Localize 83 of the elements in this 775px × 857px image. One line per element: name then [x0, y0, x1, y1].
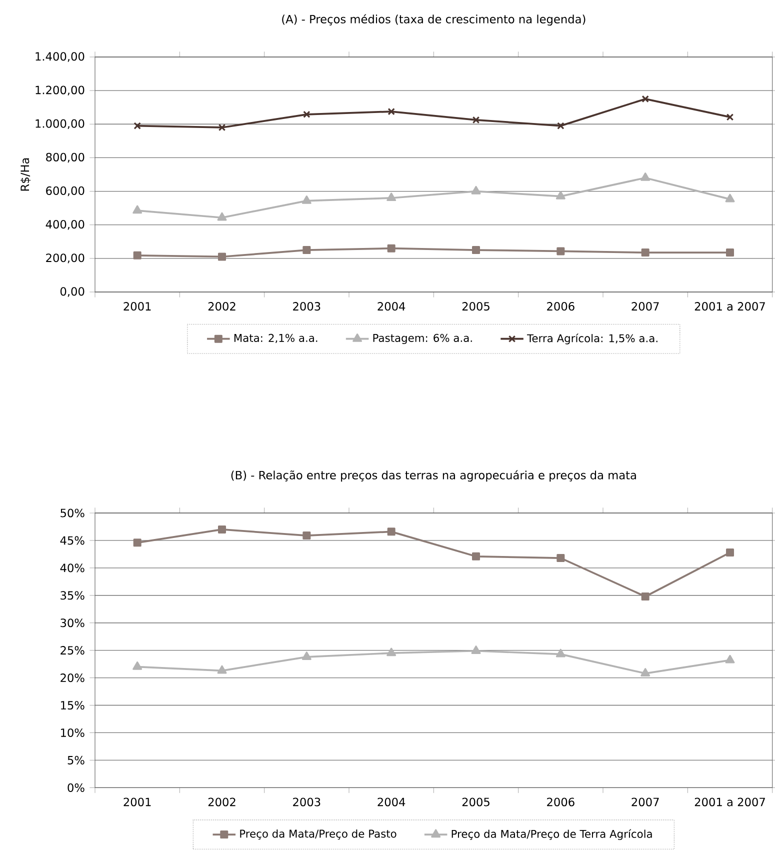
x-tick-label: 2002 [208, 302, 236, 311]
x-tick-label: 2007 [632, 798, 659, 806]
y-tick-label: 40% [60, 564, 84, 572]
y-tick-label: 0% [68, 783, 84, 792]
y-tick-label: 1.200,00 [36, 86, 84, 96]
x-tick-label: 2002 [208, 798, 236, 806]
point [726, 248, 734, 257]
point [217, 212, 227, 221]
point [302, 246, 311, 254]
y-tick-label: 15% [61, 700, 84, 710]
legend-label: Terra Agrícola: 1,5% a.a. [526, 334, 658, 344]
point [302, 532, 311, 540]
chart-title: (A) - Preços médios (taxa de crescimento na legenda) [282, 14, 586, 26]
point [386, 648, 396, 656]
point [641, 248, 650, 257]
y-tick-label: 5% [68, 756, 84, 764]
point [640, 668, 650, 676]
point [386, 192, 396, 202]
point [556, 190, 566, 200]
chart-title: (B) - Relação entre preços das terras na agropecuária e preços da mata [231, 470, 636, 482]
y-tick-label: 45% [60, 536, 84, 545]
y-tick-label: 35% [60, 591, 84, 600]
y-tick-label: 800,00 [46, 152, 84, 163]
point [388, 108, 395, 116]
y-axis-title: R$/Ha [20, 158, 31, 191]
x-tick-label: 2003 [293, 302, 320, 311]
point [302, 652, 312, 660]
point [132, 205, 142, 214]
y-tick-label: 400,00 [46, 220, 84, 230]
y-tick-label: 0,00 [60, 287, 84, 297]
x-tick-label: 2004 [378, 302, 406, 311]
point [303, 110, 310, 118]
x-tick-label: 2006 [547, 798, 574, 806]
legend-label: Mata: 2,1% a.a. [234, 334, 318, 344]
point [726, 548, 734, 557]
point [472, 116, 480, 124]
point [302, 196, 312, 204]
point [218, 525, 226, 534]
legend-label: Preço da Mata/Preço de Pasto [240, 829, 396, 840]
x-tick-label: 2001 [124, 798, 151, 806]
point [471, 646, 481, 654]
x-tick-label: 2003 [293, 798, 320, 806]
x-tick-label: 2001 [124, 302, 151, 311]
y-tick-label: 1.000,00 [36, 119, 84, 129]
y-tick-label: 1.400,00 [36, 52, 84, 62]
point [556, 554, 565, 562]
y-tick-label: 10% [61, 728, 84, 738]
point [642, 95, 649, 103]
point [556, 247, 565, 256]
point [725, 654, 735, 664]
point [133, 538, 142, 547]
legend-label: Preço da Mata/Preço de Terra Agrícola [452, 829, 652, 840]
y-tick-label: 20% [60, 674, 84, 682]
point [134, 122, 141, 130]
point [640, 172, 650, 181]
y-tick-label: 200,00 [46, 254, 84, 264]
point [556, 648, 566, 658]
point [472, 246, 480, 254]
point [557, 122, 564, 130]
point [133, 251, 142, 260]
x-tick-label: 2007 [632, 302, 659, 311]
point [726, 113, 734, 121]
y-tick-label: 50% [60, 508, 84, 518]
x-tick-label: 2005 [462, 302, 490, 311]
x-tick-label: 2001 a 2007 [694, 798, 765, 806]
point [387, 244, 396, 252]
point [218, 252, 226, 261]
point [387, 528, 396, 536]
y-tick-label: 30% [60, 618, 84, 628]
y-tick-label: 25% [60, 646, 84, 655]
legend-label: Pastagem: 6% a.a. [373, 334, 472, 344]
point [218, 124, 226, 132]
point [132, 661, 142, 670]
point [641, 592, 650, 600]
x-tick-label: 2001 a 2007 [694, 302, 765, 311]
point [217, 665, 227, 674]
point [472, 552, 480, 560]
x-tick-label: 2005 [462, 798, 490, 806]
x-tick-label: 2006 [547, 302, 574, 311]
y-tick-label: 600,00 [46, 186, 84, 196]
point [725, 194, 735, 202]
x-tick-label: 2004 [378, 798, 406, 806]
point [471, 186, 481, 194]
